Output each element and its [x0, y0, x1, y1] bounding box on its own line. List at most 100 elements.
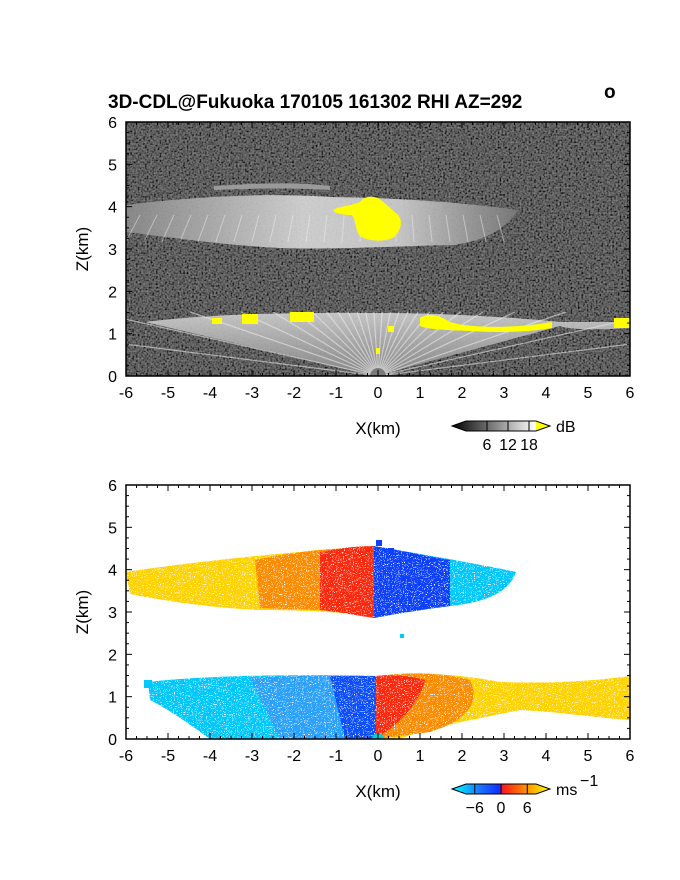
backscatter-x-tick-label: -2: [287, 385, 301, 402]
lidar-ray: [356, 311, 379, 376]
velocity-field: [126, 540, 630, 739]
upper-ray: [161, 214, 175, 243]
velocity-x-tick-label: -4: [203, 748, 217, 765]
upper-ray: [445, 214, 451, 243]
lidar-ray: [377, 311, 391, 376]
upper-ray: [496, 214, 505, 243]
lidar-ray: [337, 311, 379, 376]
upper-ray: [411, 214, 415, 243]
upper-cloud-layer: [126, 195, 518, 249]
lidar-ray: [377, 311, 419, 376]
lidar-ray: [377, 311, 400, 376]
velocity-x-tick-label: -1: [329, 748, 343, 765]
velocity-x-tick-label: 5: [584, 748, 593, 765]
backscatter-y-tick-label: 1: [108, 327, 117, 344]
lidar-ray: [377, 311, 409, 376]
velocity-y-tick-label: 4: [108, 563, 117, 580]
backscatter-y-tick-label: 2: [108, 284, 117, 301]
backscatter-x-tick-label: 0: [374, 385, 383, 402]
upper-ray: [269, 214, 277, 243]
velocity-y-tick-label: 1: [108, 690, 117, 707]
velocity-x-tick-label: 3: [500, 748, 509, 765]
velocity-xlabel: X(km): [355, 782, 400, 801]
backscatter-colorbar-tick-label: 6: [483, 437, 492, 454]
backscatter-x-tick-label: 1: [416, 385, 425, 402]
backscatter-x-tick-label: -4: [203, 385, 217, 402]
lidar-ray: [377, 311, 484, 376]
velocity-ylabel: Z(km): [73, 590, 92, 634]
backscatter-ticks: -6 -5 -4 -3 -2 -1 0 1 2 3 4 5 6 0 1 2 3 4 5 6: [108, 115, 634, 402]
lidar-ray: [312, 311, 379, 376]
upper-ray: [197, 214, 209, 243]
upper-ray: [233, 214, 243, 243]
saturated-regions: [212, 196, 630, 354]
backscatter-x-tick-label: 5: [584, 385, 593, 402]
velocity-x-tick-label: 6: [626, 748, 635, 765]
backscatter-x-tick-label: -1: [329, 385, 343, 402]
lidar-ray: [365, 311, 379, 376]
velocity-y-tick-label: 6: [108, 478, 117, 495]
backscatter-y-tick-label: 4: [108, 200, 117, 217]
backscatter-x-tick-label: 6: [626, 385, 635, 402]
velocity-y-tick-label: 2: [108, 647, 117, 664]
backscatter-x-tick-label: -5: [161, 385, 175, 402]
velocity-x-tick-label: -6: [119, 748, 133, 765]
backscatter-colorbar-bar: [450, 420, 552, 432]
lower-layer-away-core: [376, 675, 425, 739]
backscatter-x-tick-label: -6: [119, 385, 133, 402]
lidar-ray: [377, 311, 566, 376]
velocity-x-tick-label: -3: [245, 748, 259, 765]
velocity-x-tick-label: 4: [542, 748, 551, 765]
lidar-ray: [347, 311, 379, 376]
velocity-scatter-b: [388, 548, 394, 554]
backscatter-y-tick-label: 0: [108, 369, 117, 386]
upper-ray: [305, 214, 311, 243]
upper-layer-away-core: [320, 546, 374, 618]
lidar-ray: [325, 311, 379, 376]
velocity-x-tick-label: 0: [374, 748, 383, 765]
velocity-scatter-d: [376, 540, 382, 546]
velocity-colorbar-tick-label: 6: [523, 800, 532, 817]
upper-ray: [179, 214, 192, 243]
lidar-ray: [377, 311, 516, 376]
velocity-colorbar-unit-exponent: −1: [580, 773, 598, 790]
upper-ray: [323, 214, 328, 243]
velocity-x-tick-label: 2: [458, 748, 467, 765]
velocity-y-tick-label: 5: [108, 520, 117, 537]
lidar-ray: [126, 318, 379, 376]
lidar-ray: [240, 311, 379, 376]
backscatter-colorbar-unit: dB: [556, 419, 576, 436]
upper-layer-toward-core: [374, 546, 450, 618]
velocity-ticks: -6 -5 -4 -3 -2 -1 0 1 2 3 4 5 6 0 1 2 3 4 5 6: [108, 478, 634, 765]
upper-cloud-top: [214, 183, 330, 190]
lidar-ray: [377, 343, 630, 376]
backscatter-xlabel: X(km): [355, 419, 400, 438]
velocity-colorbar: −6 0 6 ms −1: [450, 773, 598, 817]
upper-ray: [428, 214, 433, 243]
velocity-scatter-a: [144, 680, 152, 688]
upper-ray: [462, 214, 469, 243]
lower-layer-toward-strong: [330, 676, 376, 739]
lidar-ray: [373, 311, 379, 376]
upper-ray: [341, 214, 345, 243]
backscatter-x-tick-label: 3: [500, 385, 509, 402]
velocity-colorbar-tick-label: −6: [466, 800, 484, 817]
backscatter-y-tick-label: 6: [108, 115, 117, 132]
velocity-x-tick-label: -2: [287, 748, 301, 765]
backscatter-colorbar: 6 12 18 dB: [450, 419, 576, 454]
backscatter-colorbar-tick-label: 18: [520, 437, 538, 454]
upper-ray: [126, 214, 141, 243]
velocity-scatter-c: [400, 634, 404, 638]
velocity-y-tick-label: 0: [108, 732, 117, 749]
lidar-ray: [295, 311, 379, 376]
lidar-ray: [377, 311, 383, 376]
backscatter-x-tick-label: -3: [245, 385, 259, 402]
degree-symbol: o: [604, 82, 616, 103]
velocity-y-tick-label: 3: [108, 605, 117, 622]
backscatter-y-tick-label: 5: [108, 157, 117, 174]
upper-ray: [251, 214, 260, 243]
lidar-ray: [126, 343, 379, 376]
